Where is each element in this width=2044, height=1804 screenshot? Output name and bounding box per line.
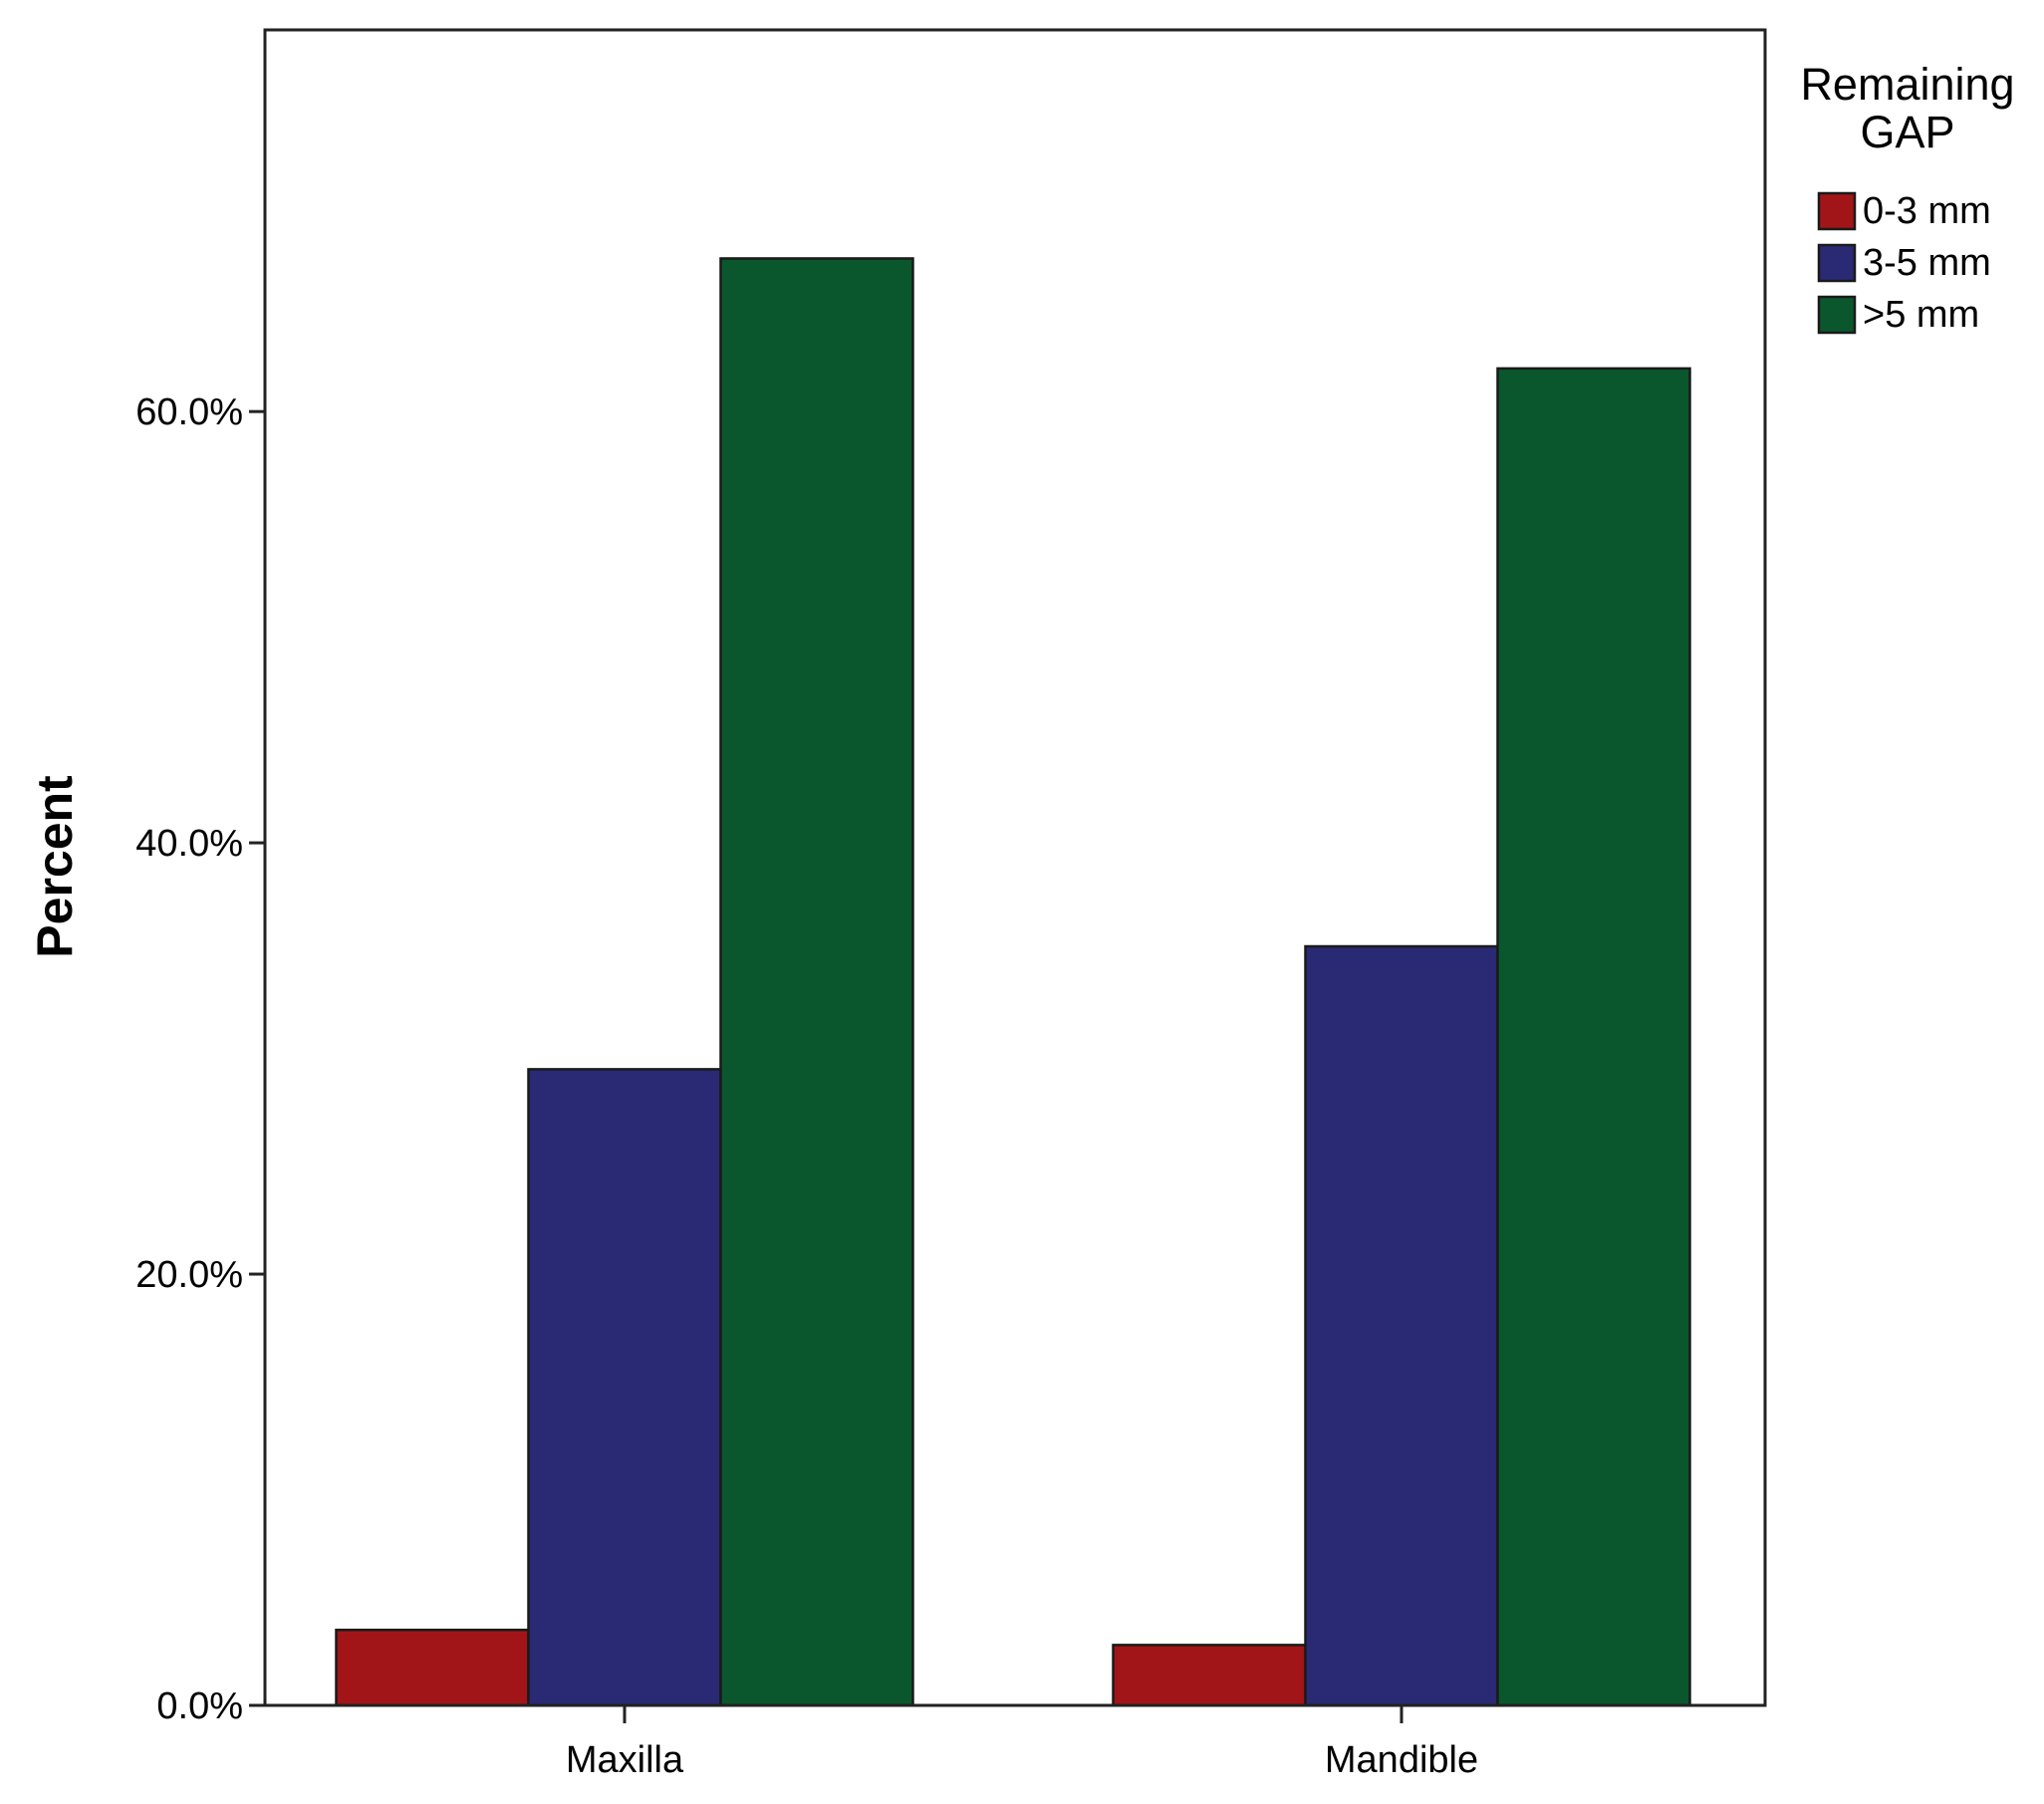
legend-items: 0-3 mm 3-5 mm >5 mm [1817,190,1991,336]
bar-maxilla-5-mm [719,257,914,1707]
bars-layer [335,257,1691,1707]
bar-maxilla-3-5-mm [527,1068,722,1707]
axes-layer: 0.0% 20.0% 40.0% 60.0% Maxilla Mandible [135,391,1478,1781]
x-tick-label: Mandible [1325,1739,1478,1781]
y-tick-label: 0.0% [156,1685,243,1727]
bar-mandible-0-3-mm [1112,1644,1307,1707]
legend-title-line-1: Remaining [1800,59,2014,110]
y-axis-title: Percent [27,775,83,958]
bar-mandible-3-5-mm [1304,944,1499,1707]
y-tick-label: 60.0% [135,391,243,433]
legend-label: 0-3 mm [1863,190,1991,232]
legend-swatch [1817,191,1857,231]
legend-swatch [1817,295,1857,335]
y-tick-label: 40.0% [135,823,243,865]
x-tick-label: Maxilla [566,1739,684,1781]
plot-frame [263,28,1767,1707]
legend-swatch [1817,243,1857,283]
bar-mandible-5-mm [1496,367,1691,1707]
legend-label: 3-5 mm [1863,242,1991,284]
bar-maxilla-0-3-mm [335,1628,530,1707]
legend-label: >5 mm [1863,294,1979,336]
legend: Remaining GAP 0-3 mm 3-5 mm >5 mm [1800,59,2014,336]
y-tick-label: 20.0% [135,1254,243,1296]
legend-title-line-2: GAP [1860,107,1954,157]
